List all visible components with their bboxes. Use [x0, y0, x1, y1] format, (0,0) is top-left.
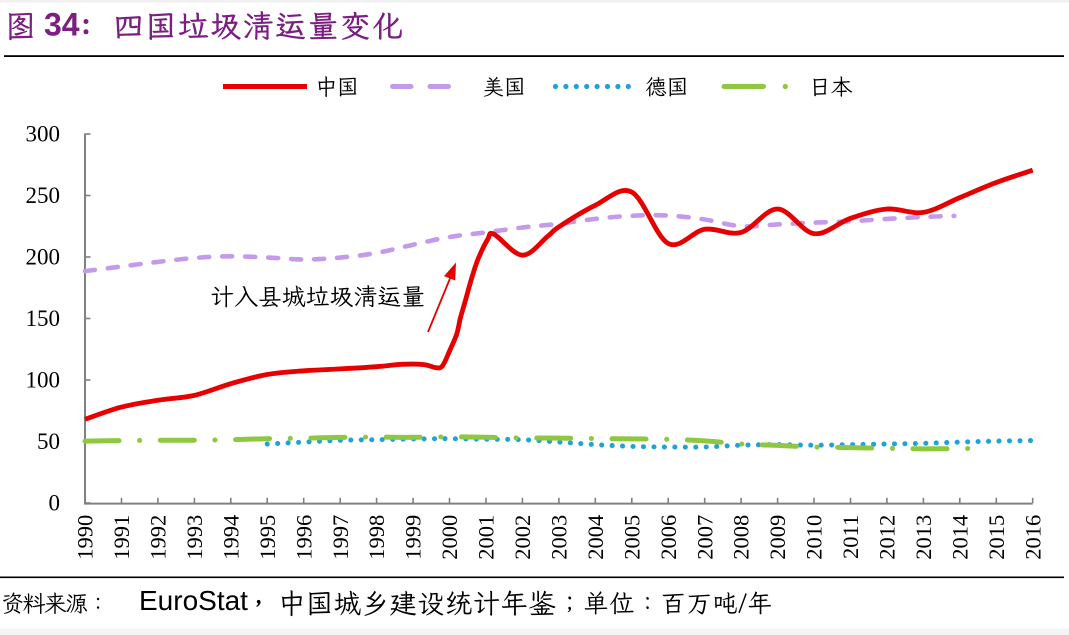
svg-text:2010: 2010 — [802, 515, 827, 560]
svg-text:2016: 2016 — [1020, 515, 1045, 560]
svg-text:50: 50 — [37, 429, 60, 454]
svg-text:2001: 2001 — [474, 515, 499, 560]
svg-text:34: 34 — [44, 7, 80, 43]
svg-text:0: 0 — [49, 491, 61, 516]
svg-text:2008: 2008 — [729, 515, 754, 560]
svg-text:2013: 2013 — [911, 515, 936, 560]
svg-text:2005: 2005 — [619, 515, 644, 560]
svg-text:2011: 2011 — [838, 515, 863, 559]
svg-text:EuroStat: EuroStat — [139, 585, 248, 616]
svg-text:300: 300 — [26, 122, 61, 147]
svg-text:2015: 2015 — [984, 515, 1009, 560]
svg-text:1997: 1997 — [328, 515, 353, 560]
svg-text:250: 250 — [26, 183, 61, 208]
svg-text:1990: 1990 — [73, 515, 98, 560]
svg-text:150: 150 — [26, 306, 61, 331]
svg-text:1999: 1999 — [401, 515, 426, 560]
svg-text:1992: 1992 — [146, 515, 171, 560]
svg-text:1993: 1993 — [182, 515, 207, 560]
svg-text:2006: 2006 — [656, 515, 681, 560]
svg-text:2000: 2000 — [437, 515, 462, 560]
svg-text:1994: 1994 — [218, 515, 243, 560]
svg-text:100: 100 — [26, 368, 61, 393]
svg-text:2003: 2003 — [547, 515, 572, 560]
svg-text:1996: 1996 — [291, 515, 316, 560]
svg-text:1991: 1991 — [109, 515, 134, 560]
svg-text:2007: 2007 — [692, 515, 717, 560]
svg-text:2002: 2002 — [510, 515, 535, 560]
svg-text:2014: 2014 — [947, 515, 972, 560]
svg-text:200: 200 — [26, 245, 61, 270]
svg-text:2004: 2004 — [583, 515, 608, 560]
svg-text:2012: 2012 — [875, 515, 900, 560]
svg-text:2009: 2009 — [765, 515, 790, 560]
svg-text:1998: 1998 — [364, 515, 389, 560]
svg-text:1995: 1995 — [255, 515, 280, 560]
